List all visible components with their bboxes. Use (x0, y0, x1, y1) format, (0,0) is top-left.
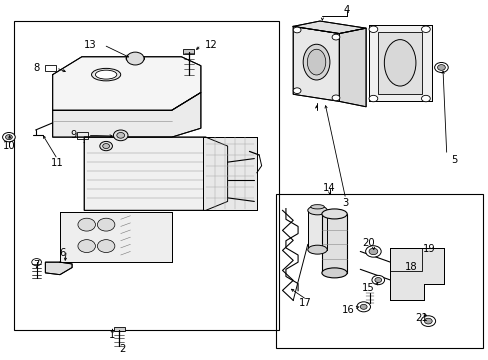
Ellipse shape (307, 206, 326, 215)
Circle shape (420, 316, 435, 327)
Polygon shape (53, 93, 201, 137)
Polygon shape (84, 137, 227, 210)
Polygon shape (60, 212, 171, 262)
Polygon shape (389, 248, 443, 300)
Circle shape (434, 63, 447, 72)
Circle shape (293, 88, 301, 94)
Text: 4: 4 (343, 5, 349, 15)
Circle shape (421, 95, 429, 102)
Text: 16: 16 (341, 305, 354, 315)
Circle shape (117, 132, 124, 138)
Bar (14, 21, 278, 330)
Circle shape (368, 95, 377, 102)
Ellipse shape (95, 70, 117, 79)
Text: 17: 17 (298, 298, 311, 308)
Bar (276, 194, 482, 348)
Circle shape (437, 64, 445, 70)
Text: 1: 1 (109, 330, 115, 340)
Ellipse shape (126, 55, 144, 63)
Polygon shape (203, 137, 256, 210)
Text: 10: 10 (3, 141, 16, 151)
Text: 7: 7 (33, 260, 40, 270)
Text: 15: 15 (362, 283, 374, 293)
Circle shape (331, 34, 339, 40)
Text: 19: 19 (422, 244, 435, 253)
Bar (183, 49, 194, 54)
Circle shape (368, 26, 377, 32)
Ellipse shape (321, 268, 346, 278)
Ellipse shape (321, 209, 346, 219)
Circle shape (331, 95, 339, 101)
Circle shape (78, 218, 95, 231)
Text: 13: 13 (84, 40, 97, 50)
Circle shape (424, 318, 431, 324)
Bar (321, 214, 346, 273)
Bar (45, 64, 56, 71)
Ellipse shape (310, 204, 324, 209)
Text: 5: 5 (450, 156, 457, 165)
Circle shape (126, 52, 144, 65)
Ellipse shape (91, 68, 121, 81)
Ellipse shape (303, 44, 329, 80)
Circle shape (293, 27, 301, 33)
Bar (378, 32, 421, 94)
Circle shape (365, 246, 381, 257)
Bar (77, 132, 87, 139)
Text: 8: 8 (34, 63, 40, 73)
Circle shape (421, 26, 429, 32)
Polygon shape (45, 262, 72, 275)
Polygon shape (293, 21, 366, 33)
Text: 6: 6 (60, 248, 66, 258)
Polygon shape (293, 26, 339, 102)
Circle shape (78, 240, 95, 252)
Circle shape (100, 141, 112, 151)
Circle shape (371, 275, 384, 285)
Ellipse shape (384, 40, 415, 86)
Circle shape (5, 135, 12, 140)
Ellipse shape (307, 245, 326, 254)
Polygon shape (307, 210, 326, 249)
Circle shape (360, 304, 366, 309)
Text: 18: 18 (404, 262, 417, 272)
Text: 2: 2 (119, 343, 125, 354)
Circle shape (113, 130, 128, 141)
Circle shape (97, 240, 115, 252)
Circle shape (374, 278, 381, 283)
Text: 3: 3 (342, 198, 348, 208)
Polygon shape (339, 28, 366, 107)
Circle shape (356, 302, 370, 312)
Text: 21: 21 (414, 312, 427, 323)
Text: 14: 14 (323, 183, 335, 193)
Text: 9: 9 (70, 130, 77, 140)
Text: 12: 12 (205, 40, 218, 50)
Text: 11: 11 (51, 158, 64, 168)
Circle shape (97, 218, 115, 231)
Bar (114, 327, 124, 332)
Text: 20: 20 (362, 238, 374, 248)
Bar (389, 248, 421, 271)
Circle shape (102, 144, 109, 149)
Polygon shape (53, 57, 201, 111)
Polygon shape (368, 24, 431, 102)
Circle shape (368, 248, 377, 255)
Ellipse shape (306, 49, 325, 75)
Circle shape (2, 132, 15, 142)
